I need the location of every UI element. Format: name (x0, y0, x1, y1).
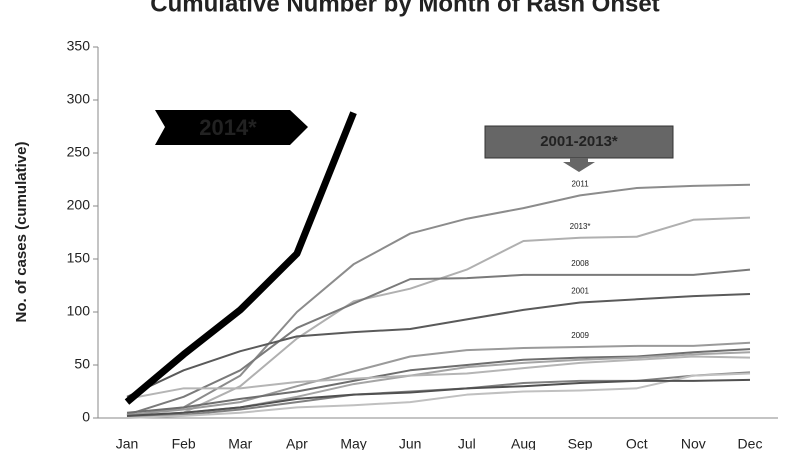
annotation: 2001-2013* (540, 133, 618, 150)
x-tick-label: Jun (399, 436, 422, 450)
y-tick-label: 100 (67, 303, 91, 319)
series-label: 2001 (571, 287, 589, 296)
series-line (126, 378, 751, 417)
x-tick-label: Dec (738, 436, 763, 450)
series-line (126, 372, 751, 419)
y-tick-label: 300 (67, 91, 91, 107)
series-line (126, 292, 751, 398)
x-tick-label: Mar (228, 436, 252, 450)
x-tick-label: Aug (511, 436, 536, 450)
series-line (126, 268, 751, 416)
chart-title: Cumulative Number by Month of Rash Onset (150, 0, 659, 17)
x-tick-label: Nov (681, 436, 706, 450)
y-tick-label: 200 (67, 197, 91, 213)
x-tick-label: May (340, 436, 366, 450)
series-line (126, 355, 751, 400)
y-tick-label: 0 (82, 409, 90, 425)
annotation-box (155, 110, 308, 145)
y-tick-label: 150 (67, 250, 91, 266)
series-label: 2009 (571, 331, 589, 340)
y-axis-label: No. of cases (cumulative) (13, 142, 30, 323)
series-label: 2008 (571, 259, 589, 268)
x-tick-label: Oct (626, 436, 648, 450)
series-line (126, 348, 751, 414)
x-tick-label: Jul (458, 436, 476, 450)
annotation-arrow (563, 158, 595, 172)
series-label: 2011 (571, 180, 589, 189)
y-tick-label: 350 (67, 38, 91, 54)
y-tick-label: 50 (74, 356, 90, 372)
y-tick-label: 250 (67, 144, 91, 160)
series-line (124, 111, 357, 405)
series-line (126, 341, 751, 416)
series-label: 2013* (570, 222, 591, 231)
annotation: 2014* (199, 115, 257, 140)
series-line (126, 183, 751, 417)
x-tick-label: Feb (172, 436, 196, 450)
x-tick-label: Sep (568, 436, 593, 450)
annotation-box (484, 125, 674, 159)
x-tick-label: Jan (116, 436, 139, 450)
x-tick-label: Apr (286, 436, 308, 450)
